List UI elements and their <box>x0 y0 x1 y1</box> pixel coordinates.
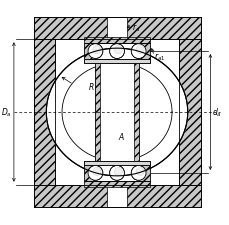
Polygon shape <box>95 64 138 161</box>
Circle shape <box>93 168 101 176</box>
Circle shape <box>88 166 102 180</box>
Circle shape <box>131 166 145 180</box>
Polygon shape <box>83 161 150 165</box>
Polygon shape <box>178 40 200 185</box>
Circle shape <box>88 45 102 59</box>
Circle shape <box>114 168 122 176</box>
Circle shape <box>93 168 101 176</box>
Polygon shape <box>83 165 95 181</box>
Polygon shape <box>83 38 150 44</box>
Circle shape <box>136 46 144 54</box>
Polygon shape <box>83 161 150 165</box>
Polygon shape <box>138 165 150 181</box>
Polygon shape <box>83 181 150 187</box>
Polygon shape <box>83 44 95 60</box>
Text: $R$: $R$ <box>87 80 94 91</box>
Polygon shape <box>138 44 150 60</box>
Circle shape <box>136 46 144 54</box>
Circle shape <box>114 46 122 54</box>
Text: $r_{a1}$: $r_{a1}$ <box>154 51 165 63</box>
Polygon shape <box>133 64 138 161</box>
Text: $A$: $A$ <box>118 130 125 141</box>
Circle shape <box>109 166 124 180</box>
Polygon shape <box>126 18 200 40</box>
Polygon shape <box>33 40 55 185</box>
Polygon shape <box>83 60 150 64</box>
Circle shape <box>93 46 101 54</box>
Circle shape <box>109 166 124 180</box>
Text: $D_a$: $D_a$ <box>1 106 12 119</box>
Circle shape <box>131 45 145 59</box>
Polygon shape <box>95 64 100 161</box>
Polygon shape <box>46 49 187 176</box>
Polygon shape <box>33 185 107 207</box>
Polygon shape <box>83 44 95 60</box>
Polygon shape <box>33 18 107 40</box>
Circle shape <box>136 168 144 176</box>
Polygon shape <box>95 64 100 161</box>
Circle shape <box>109 45 124 59</box>
Polygon shape <box>83 60 150 64</box>
Text: $d_a$: $d_a$ <box>211 106 221 119</box>
Circle shape <box>88 166 102 180</box>
Circle shape <box>131 45 145 59</box>
Circle shape <box>109 45 124 59</box>
Polygon shape <box>126 185 200 207</box>
Polygon shape <box>133 64 138 161</box>
Circle shape <box>114 168 122 176</box>
Circle shape <box>88 45 102 59</box>
Circle shape <box>136 168 144 176</box>
Polygon shape <box>62 64 171 161</box>
Circle shape <box>131 166 145 180</box>
Circle shape <box>93 46 101 54</box>
Circle shape <box>114 46 122 54</box>
Text: $r_a$: $r_a$ <box>131 22 139 34</box>
Polygon shape <box>95 64 138 161</box>
Polygon shape <box>138 165 150 181</box>
Polygon shape <box>83 165 95 181</box>
Polygon shape <box>138 44 150 60</box>
